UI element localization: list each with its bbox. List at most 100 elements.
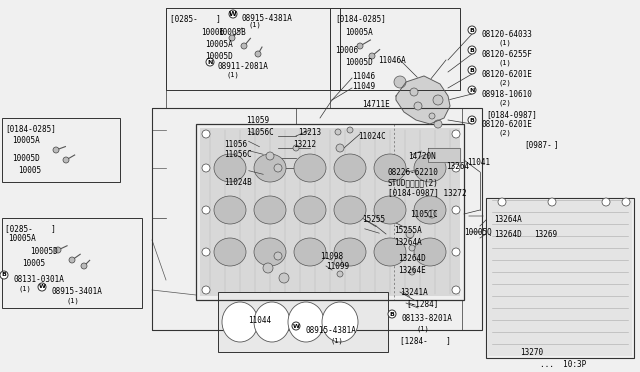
Circle shape bbox=[452, 286, 460, 294]
Circle shape bbox=[279, 273, 289, 283]
Text: N: N bbox=[207, 60, 212, 64]
Ellipse shape bbox=[294, 196, 326, 224]
Circle shape bbox=[433, 95, 443, 105]
Text: 11059: 11059 bbox=[246, 116, 269, 125]
Text: 10005D: 10005D bbox=[205, 52, 233, 61]
Text: W: W bbox=[292, 324, 300, 328]
Text: [0285-    ]: [0285- ] bbox=[170, 14, 221, 23]
Circle shape bbox=[409, 269, 415, 275]
Text: 11099: 11099 bbox=[326, 262, 349, 271]
Text: 10005Q: 10005Q bbox=[464, 228, 492, 237]
Text: 11056C: 11056C bbox=[246, 128, 274, 137]
Text: (1): (1) bbox=[416, 325, 429, 331]
Text: 13269: 13269 bbox=[534, 230, 557, 239]
Circle shape bbox=[434, 120, 442, 128]
Circle shape bbox=[468, 66, 476, 74]
Text: B: B bbox=[470, 48, 474, 52]
Text: B: B bbox=[470, 28, 474, 32]
Circle shape bbox=[468, 86, 476, 94]
Circle shape bbox=[274, 252, 282, 260]
Text: 11056C: 11056C bbox=[224, 150, 252, 159]
Bar bbox=[166, 8, 340, 90]
Ellipse shape bbox=[254, 196, 286, 224]
Text: (1): (1) bbox=[226, 72, 239, 78]
Ellipse shape bbox=[214, 154, 246, 182]
Ellipse shape bbox=[414, 196, 446, 224]
Circle shape bbox=[452, 206, 460, 214]
Text: 11041: 11041 bbox=[467, 158, 490, 167]
Text: (1): (1) bbox=[498, 60, 511, 67]
Circle shape bbox=[452, 248, 460, 256]
Text: (2): (2) bbox=[498, 80, 511, 87]
Circle shape bbox=[335, 129, 341, 135]
Ellipse shape bbox=[374, 196, 406, 224]
Text: 08226-62210: 08226-62210 bbox=[388, 168, 439, 177]
Text: 08915-3401A: 08915-3401A bbox=[52, 287, 103, 296]
Text: 08915-4381A: 08915-4381A bbox=[241, 14, 292, 23]
Text: 13213: 13213 bbox=[298, 128, 321, 137]
Ellipse shape bbox=[254, 302, 290, 342]
Circle shape bbox=[38, 283, 46, 291]
Text: W: W bbox=[229, 11, 237, 17]
Text: 10006: 10006 bbox=[335, 46, 358, 55]
Circle shape bbox=[292, 322, 300, 330]
Ellipse shape bbox=[254, 154, 286, 182]
Text: 10005D: 10005D bbox=[345, 58, 372, 67]
Polygon shape bbox=[396, 76, 450, 124]
Text: N: N bbox=[469, 87, 475, 93]
Text: 11024C: 11024C bbox=[358, 132, 386, 141]
Bar bbox=[218, 292, 388, 352]
Ellipse shape bbox=[254, 238, 286, 266]
Text: ...  10:3P: ... 10:3P bbox=[540, 360, 586, 369]
Circle shape bbox=[410, 88, 418, 96]
Text: B: B bbox=[470, 118, 474, 122]
Text: 13264E: 13264E bbox=[398, 266, 426, 275]
Bar bbox=[488, 200, 632, 356]
Text: 13264D: 13264D bbox=[494, 230, 522, 239]
Text: [0184-0987]: [0184-0987] bbox=[486, 110, 537, 119]
Polygon shape bbox=[428, 148, 460, 162]
Ellipse shape bbox=[374, 154, 406, 182]
Bar bbox=[152, 108, 482, 330]
Text: (1): (1) bbox=[498, 40, 511, 46]
Text: 11044: 11044 bbox=[248, 316, 271, 325]
Bar bbox=[196, 124, 464, 300]
Text: 11098: 11098 bbox=[320, 252, 343, 261]
Circle shape bbox=[468, 116, 476, 124]
Ellipse shape bbox=[294, 154, 326, 182]
Circle shape bbox=[229, 10, 237, 18]
Text: 13270: 13270 bbox=[520, 348, 543, 357]
Text: W: W bbox=[38, 285, 45, 289]
Circle shape bbox=[63, 157, 69, 163]
Circle shape bbox=[55, 247, 61, 253]
Text: 13212: 13212 bbox=[293, 140, 316, 149]
Text: B: B bbox=[390, 311, 394, 317]
Text: [0184-0285]: [0184-0285] bbox=[5, 124, 56, 133]
Text: 11046A: 11046A bbox=[378, 56, 406, 65]
Circle shape bbox=[498, 198, 506, 206]
Bar bbox=[2, 218, 142, 308]
Circle shape bbox=[406, 230, 414, 238]
Text: [0184-0285]: [0184-0285] bbox=[335, 14, 386, 23]
Text: 10005: 10005 bbox=[18, 166, 41, 175]
Text: STUDスタッド(2): STUDスタッド(2) bbox=[388, 178, 439, 187]
Text: 08133-8201A: 08133-8201A bbox=[402, 314, 453, 323]
Text: 08120-6255F: 08120-6255F bbox=[482, 50, 533, 59]
Text: (2): (2) bbox=[498, 130, 511, 137]
Ellipse shape bbox=[334, 154, 366, 182]
Circle shape bbox=[202, 286, 210, 294]
Text: ]: ] bbox=[554, 140, 559, 149]
Text: 14720N: 14720N bbox=[408, 152, 436, 161]
Circle shape bbox=[202, 206, 210, 214]
Text: 11056: 11056 bbox=[224, 140, 247, 149]
Circle shape bbox=[369, 53, 375, 59]
Text: B: B bbox=[1, 273, 6, 278]
Circle shape bbox=[394, 76, 406, 88]
Circle shape bbox=[206, 58, 214, 66]
Circle shape bbox=[602, 198, 610, 206]
Text: 15255A: 15255A bbox=[394, 226, 422, 235]
Circle shape bbox=[452, 130, 460, 138]
Circle shape bbox=[293, 145, 299, 151]
Text: (1): (1) bbox=[18, 285, 31, 292]
Circle shape bbox=[336, 144, 344, 152]
